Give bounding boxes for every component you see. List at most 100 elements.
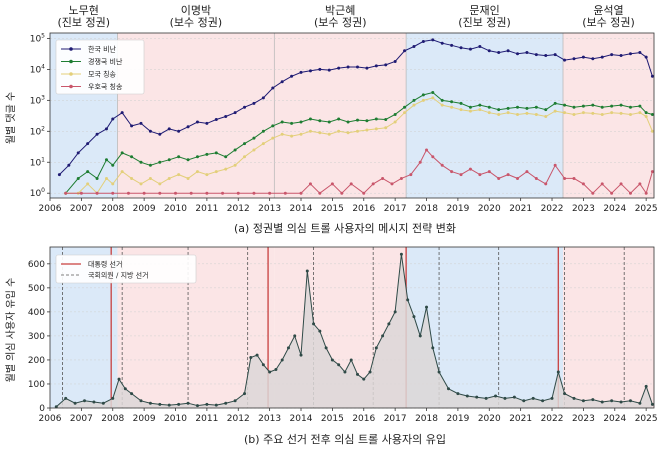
data-point bbox=[54, 405, 58, 409]
panel-a-series bbox=[57, 38, 654, 195]
data-point bbox=[79, 191, 83, 195]
data-point bbox=[324, 346, 328, 350]
data-point bbox=[393, 112, 397, 116]
data-point bbox=[421, 39, 425, 43]
data-point bbox=[418, 334, 422, 338]
data-point bbox=[205, 191, 209, 195]
data-point bbox=[126, 191, 130, 195]
data-point bbox=[186, 125, 190, 129]
data-point bbox=[252, 101, 256, 105]
data-point bbox=[446, 387, 450, 391]
era-band bbox=[563, 33, 654, 198]
data-point bbox=[130, 392, 134, 396]
x-tick-label: 2011 bbox=[195, 414, 218, 424]
data-point bbox=[544, 182, 548, 186]
x-tick-label: 2008 bbox=[101, 414, 124, 424]
data-point bbox=[224, 115, 228, 119]
legend-marker bbox=[69, 59, 73, 64]
data-point bbox=[280, 120, 284, 124]
data-point bbox=[67, 163, 71, 167]
y-tick-label: 600 bbox=[28, 260, 45, 270]
legend-marker bbox=[69, 47, 73, 51]
data-point bbox=[600, 182, 604, 186]
data-point bbox=[76, 176, 80, 180]
data-point bbox=[459, 46, 463, 50]
data-point bbox=[525, 111, 529, 115]
data-point bbox=[214, 403, 218, 407]
data-point bbox=[261, 129, 265, 133]
data-point bbox=[406, 298, 410, 302]
y-tick-base: 10 bbox=[30, 65, 42, 75]
data-point bbox=[534, 112, 538, 116]
data-point bbox=[610, 53, 614, 57]
data-point bbox=[544, 115, 548, 119]
data-point bbox=[450, 105, 454, 109]
data-point bbox=[111, 182, 115, 186]
data-point bbox=[650, 129, 654, 133]
data-point bbox=[299, 132, 303, 136]
data-point bbox=[553, 101, 557, 105]
data-point bbox=[534, 176, 538, 180]
data-point bbox=[610, 104, 614, 108]
data-point bbox=[638, 111, 642, 115]
data-point bbox=[478, 44, 482, 48]
data-point bbox=[290, 134, 294, 138]
data-point bbox=[412, 44, 416, 48]
x-tick-label: 2020 bbox=[478, 414, 501, 424]
data-point bbox=[403, 105, 407, 109]
data-point bbox=[531, 396, 535, 400]
y-tick-exponent: 5 bbox=[41, 32, 45, 39]
era-name: 윤석열 bbox=[593, 4, 623, 17]
data-point bbox=[581, 104, 585, 108]
panel-a-frame bbox=[49, 32, 655, 199]
data-point bbox=[111, 163, 115, 167]
panel-b-series bbox=[54, 252, 654, 409]
data-point bbox=[167, 176, 171, 180]
data-point bbox=[243, 105, 247, 109]
era-party: (보수 정권) bbox=[582, 16, 635, 29]
data-point bbox=[290, 121, 294, 125]
data-point bbox=[290, 74, 294, 78]
data-point bbox=[387, 322, 391, 326]
data-point bbox=[431, 90, 435, 94]
data-point bbox=[177, 129, 181, 133]
data-point bbox=[544, 54, 548, 58]
data-point bbox=[468, 47, 472, 51]
data-point bbox=[139, 399, 143, 403]
x-tick-label: 2022 bbox=[541, 204, 564, 214]
data-point bbox=[450, 43, 454, 47]
data-point bbox=[224, 155, 228, 159]
x-tick-label: 2024 bbox=[603, 204, 626, 214]
data-point bbox=[459, 101, 463, 105]
data-point bbox=[312, 322, 316, 326]
data-point bbox=[318, 191, 322, 195]
data-point bbox=[393, 310, 397, 314]
legend-marker bbox=[69, 72, 73, 76]
data-point bbox=[374, 117, 378, 121]
data-point bbox=[120, 151, 124, 155]
data-point bbox=[628, 191, 632, 195]
data-point bbox=[205, 173, 209, 177]
data-point bbox=[186, 158, 190, 162]
data-point bbox=[553, 163, 557, 167]
x-tick-label: 2015 bbox=[321, 204, 344, 214]
data-point bbox=[478, 173, 482, 177]
data-point bbox=[581, 399, 585, 403]
data-point bbox=[243, 142, 247, 146]
x-tick-label: 2014 bbox=[290, 204, 313, 214]
data-point bbox=[340, 191, 344, 195]
data-point bbox=[399, 176, 403, 180]
data-point bbox=[148, 176, 152, 180]
data-point bbox=[412, 103, 416, 107]
data-point bbox=[478, 108, 482, 112]
x-tick-label: 2022 bbox=[541, 414, 564, 424]
data-point bbox=[425, 305, 429, 309]
data-point bbox=[111, 191, 115, 195]
panel-b-y-ticks: 0 100 200 300 400 500 600 bbox=[28, 260, 50, 414]
x-tick-label: 2019 bbox=[446, 414, 469, 424]
data-point bbox=[450, 100, 454, 104]
data-point bbox=[158, 182, 162, 186]
data-point bbox=[638, 401, 642, 405]
data-point bbox=[249, 356, 253, 360]
x-tick-label: 2021 bbox=[509, 414, 532, 424]
